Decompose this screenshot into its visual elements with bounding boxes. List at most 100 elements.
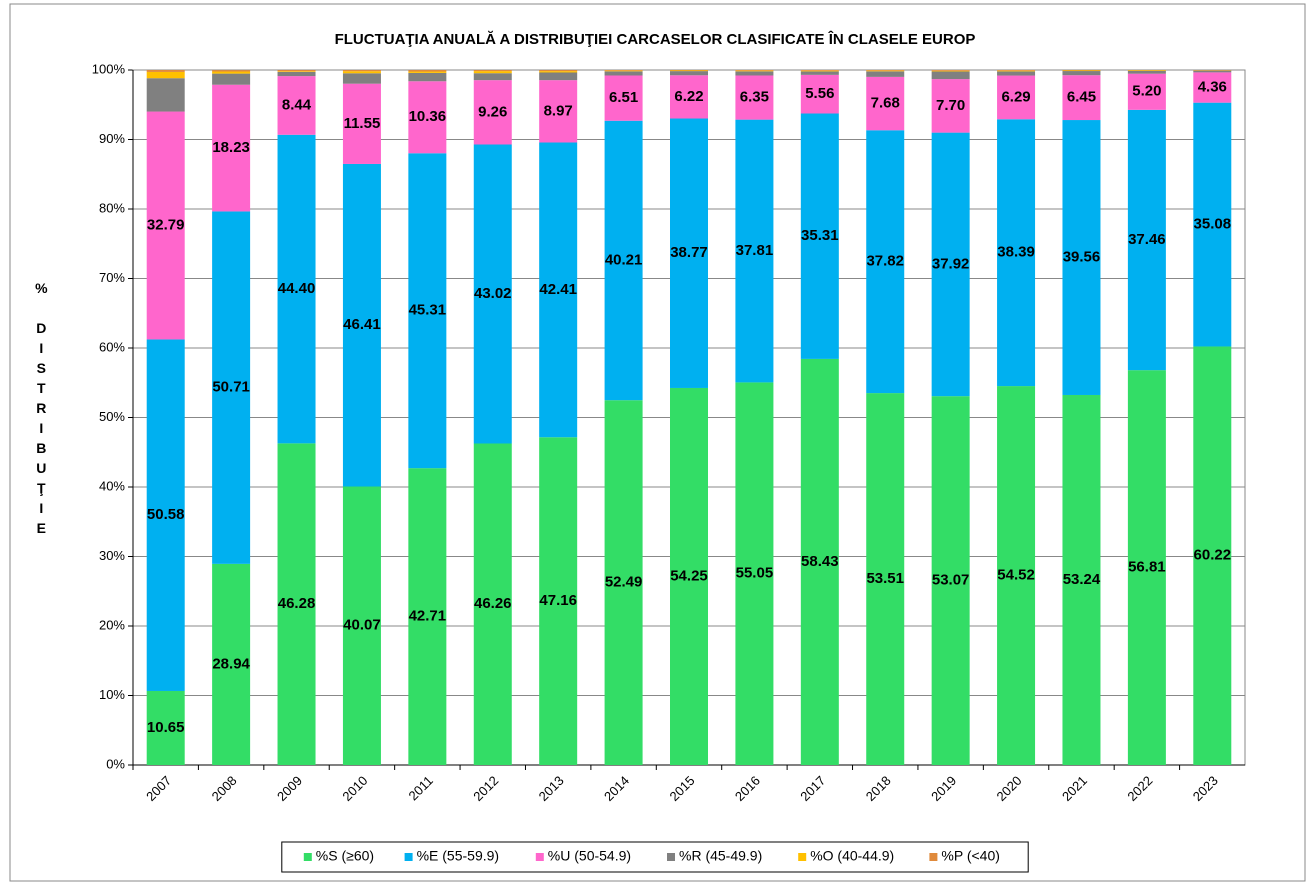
data-label: 35.31 xyxy=(801,227,839,244)
bar-segment xyxy=(539,72,578,81)
data-label: 52.49 xyxy=(605,574,643,591)
y-tick-label: 50% xyxy=(99,409,125,424)
bar-segment xyxy=(997,70,1036,72)
bar-segment xyxy=(212,73,251,85)
bar-segment xyxy=(539,437,578,765)
bar-segment xyxy=(931,79,970,133)
bar-segment xyxy=(342,486,381,765)
data-label: 46.41 xyxy=(343,316,381,333)
chart-border xyxy=(9,3,1306,882)
bar-segment xyxy=(277,134,316,444)
bar-segment xyxy=(997,386,1036,765)
data-label: 43.02 xyxy=(474,285,512,302)
bar-segment xyxy=(408,153,447,469)
data-label: 4.36 xyxy=(1198,78,1227,95)
bar-segment xyxy=(604,70,643,71)
data-label: 45.31 xyxy=(409,302,447,319)
legend: %S (≥60) %E (55-59.9) %U (50-54.9) %R (45-4… xyxy=(281,841,1029,873)
bar-segment xyxy=(473,443,512,765)
bar-segment xyxy=(997,70,1036,71)
data-label: 46.28 xyxy=(278,595,316,612)
data-label: 9.26 xyxy=(478,103,507,120)
data-label: 42.71 xyxy=(409,608,447,625)
y-tick-label: 80% xyxy=(99,200,125,215)
y-tick-label: 40% xyxy=(99,478,125,493)
data-label: 54.52 xyxy=(997,567,1035,584)
bar-segment xyxy=(539,71,578,73)
data-label: 42.41 xyxy=(539,281,577,298)
y-tick-label: 100% xyxy=(92,61,126,76)
bar-segment xyxy=(931,70,970,71)
bar-segment xyxy=(1062,120,1101,395)
bar-segment xyxy=(1062,394,1101,765)
bar-segment xyxy=(866,76,905,131)
bar-segment xyxy=(670,387,708,765)
bar-segment xyxy=(408,468,447,765)
bar-segment xyxy=(473,70,512,72)
bar-segment xyxy=(604,70,643,72)
data-label: 53.24 xyxy=(1063,571,1101,588)
bar-segment xyxy=(931,70,970,72)
bar-segment xyxy=(277,71,316,77)
legend-label: %U (50-54.9) xyxy=(548,848,631,864)
bar-segment xyxy=(473,80,512,145)
data-label: 10.65 xyxy=(147,719,185,736)
bar-segment xyxy=(342,73,381,84)
bar-segment xyxy=(473,73,512,81)
bar-segment xyxy=(670,71,708,76)
bar-segment xyxy=(539,142,578,438)
bar-segment xyxy=(735,382,774,765)
data-label: 50.58 xyxy=(147,506,185,523)
bar-segment xyxy=(670,118,708,388)
bar-segment xyxy=(1127,109,1166,371)
data-label: 40.21 xyxy=(605,251,643,268)
bar-segment xyxy=(1193,346,1232,765)
legend-swatch xyxy=(404,853,413,861)
bar-segment xyxy=(408,71,447,73)
data-label: 37.82 xyxy=(866,253,904,270)
bar-segment xyxy=(735,70,774,72)
data-label: 28.94 xyxy=(212,655,250,672)
bar-segment xyxy=(735,119,774,383)
bar-segment xyxy=(931,396,970,765)
bar-segment xyxy=(800,70,839,72)
legend-label: %R (45-49.9) xyxy=(679,848,762,864)
data-label: 54.25 xyxy=(670,567,708,584)
bar-segment xyxy=(1193,102,1232,347)
bar-segment xyxy=(146,111,185,340)
bar-segment xyxy=(408,81,447,154)
bar-segment xyxy=(997,119,1036,387)
bar-segment xyxy=(1127,370,1166,765)
bar-segment xyxy=(408,72,447,82)
bar-segment xyxy=(342,71,381,74)
bar-segment xyxy=(1193,70,1232,73)
data-label: 55.05 xyxy=(736,565,774,582)
data-label: 56.81 xyxy=(1128,559,1166,576)
legend-swatch xyxy=(667,853,675,861)
data-label: 35.08 xyxy=(1194,216,1232,233)
bar-segment xyxy=(146,71,185,79)
bar-segment xyxy=(146,690,185,765)
bar-segment xyxy=(212,84,251,212)
bar-segment xyxy=(670,70,708,72)
legend-label: %O (40-44.9) xyxy=(810,848,894,864)
legend-swatch xyxy=(303,853,312,861)
y-tick-label: 20% xyxy=(99,617,125,632)
bar-segment xyxy=(473,144,512,444)
data-label: 40.07 xyxy=(343,617,381,634)
data-label: 18.23 xyxy=(212,139,250,156)
bar-segment xyxy=(866,70,905,72)
data-label: 6.51 xyxy=(609,89,638,106)
data-label: 53.07 xyxy=(932,572,970,589)
data-label: 6.22 xyxy=(674,88,703,105)
data-label: 50.71 xyxy=(212,379,250,396)
bar-segment xyxy=(1062,75,1101,121)
data-label: 37.81 xyxy=(736,242,774,259)
bar-segment xyxy=(866,393,905,765)
legend-swatch xyxy=(929,853,938,861)
y-tick-label: 90% xyxy=(99,131,125,146)
bar-segment xyxy=(866,130,905,394)
data-label: 58.43 xyxy=(801,553,839,570)
data-label: 60.22 xyxy=(1194,547,1232,564)
